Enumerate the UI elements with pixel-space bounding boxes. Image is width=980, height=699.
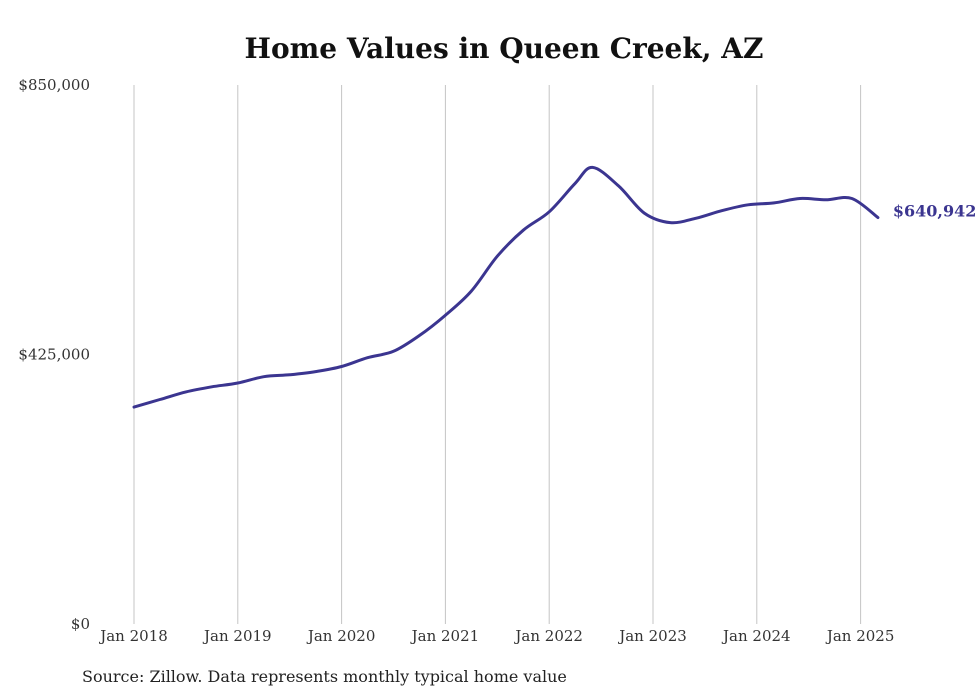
x-tick-label: Jan 2018 xyxy=(98,627,168,645)
annotations: $640,942 xyxy=(893,202,977,221)
x-tick-label: Jan 2020 xyxy=(306,627,376,645)
y-tick-label: $850,000 xyxy=(18,76,90,94)
x-tick-label: Jan 2025 xyxy=(825,627,895,645)
x-tick-label: Jan 2021 xyxy=(410,627,480,645)
chart-title: Home Values in Queen Creek, AZ xyxy=(245,32,764,65)
x-tick-label: Jan 2022 xyxy=(513,627,583,645)
x-tick-label: Jan 2023 xyxy=(617,627,687,645)
series-layer xyxy=(132,165,880,409)
source-note: Source: Zillow. Data represents monthly … xyxy=(82,667,567,686)
gridlines xyxy=(133,85,862,624)
end-value-label: $640,942 xyxy=(893,202,977,221)
series-line xyxy=(132,165,880,409)
x-tick-label: Jan 2024 xyxy=(721,627,791,645)
x-axis-ticks: Jan 2018 Jan 2019 Jan 2020 Jan 2021 Jan 2022… xyxy=(98,627,894,645)
y-tick-label: $425,000 xyxy=(18,346,90,364)
y-tick-label: $0 xyxy=(71,615,90,633)
x-tick-label: Jan 2019 xyxy=(202,627,272,645)
y-axis-ticks: $0 $425,000 $850,000 xyxy=(18,76,90,633)
